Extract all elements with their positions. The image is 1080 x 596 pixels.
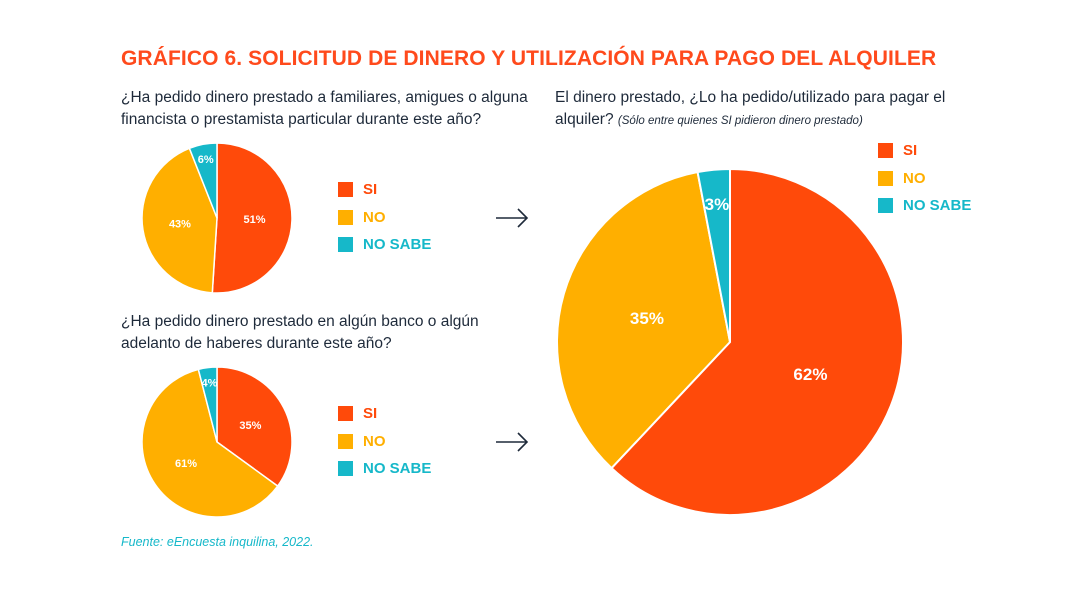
legend-label: NO SABE — [363, 460, 432, 478]
legend-2: SI NO NO SABE — [338, 400, 431, 483]
arrow-right-icon — [496, 208, 529, 228]
legend-swatch — [338, 433, 353, 449]
source-note: Fuente: eEncuesta inquilina, 2022. — [121, 535, 314, 549]
legend-label: NO — [903, 169, 926, 187]
legend-swatch — [338, 209, 353, 225]
pie-data-label: 3% — [705, 195, 730, 214]
legend-item-no-sabe: NO SABE — [338, 231, 431, 259]
legend-swatch — [338, 237, 353, 253]
legend-3: SI NO NO SABE — [878, 137, 971, 220]
legend-label: NO SABE — [363, 236, 432, 254]
legend-item-no: NO — [878, 165, 971, 193]
legend-label: NO — [363, 432, 386, 450]
chart-title: GRÁFICO 6. SOLICITUD DE DINERO Y UTILIZA… — [121, 47, 937, 70]
question-3-note: (Sólo entre quienes SI pidieron dinero p… — [617, 115, 863, 127]
pie-slice-no — [141, 147, 218, 294]
pie-chart-2: 35% 61% 4% — [141, 366, 293, 518]
legend-1: SI NO NO SABE — [338, 176, 431, 259]
legend-label: NO SABE — [903, 197, 972, 215]
pie-data-label: 61% — [175, 458, 197, 470]
legend-label: SI — [363, 405, 378, 423]
legend-swatch — [338, 461, 353, 477]
arrow-right-icon — [496, 432, 529, 452]
legend-swatch — [878, 170, 893, 186]
legend-item-si: SI — [338, 176, 431, 204]
legend-swatch — [878, 143, 893, 159]
pie-slice-no-sabe — [188, 142, 218, 219]
legend-item-no-sabe: NO SABE — [338, 455, 431, 483]
legend-label: NO — [363, 208, 386, 226]
pie-data-label: 6% — [198, 154, 214, 166]
pie-data-label: 51% — [243, 214, 265, 226]
pie-data-label: 43% — [169, 219, 191, 231]
legend-item-no: NO — [338, 428, 431, 456]
pie-data-label: 4% — [202, 377, 218, 389]
question-1: ¿Ha pedido dinero prestado a familiares,… — [121, 89, 528, 128]
pie-slice-no-sabe — [696, 168, 731, 343]
pie-slice-no — [556, 170, 732, 470]
pie-chart-3: 62% 35% 3% — [556, 168, 904, 516]
legend-item-si: SI — [338, 400, 431, 428]
pie-data-label: 35% — [630, 309, 664, 328]
pie-slice-no-sabe — [197, 366, 218, 443]
pie-slice-si — [610, 168, 904, 516]
legend-item-no: NO — [338, 204, 431, 232]
pie-slice-si — [216, 366, 293, 488]
legend-label: SI — [363, 181, 378, 199]
question-3-text: El dinero prestado, ¿Lo ha pedido/utiliz… — [555, 89, 946, 128]
legend-swatch — [338, 406, 353, 422]
pie-data-label: 62% — [793, 365, 827, 384]
pie-chart-1: 51% 43% 6% — [141, 142, 293, 294]
question-3: El dinero prestado, ¿Lo ha pedido/utiliz… — [555, 87, 975, 132]
pie-slice-si — [211, 142, 293, 294]
legend-swatch — [878, 198, 893, 214]
pie-slice-no — [141, 368, 279, 518]
legend-swatch — [338, 182, 353, 198]
legend-item-si: SI — [878, 137, 971, 165]
legend-label: SI — [903, 142, 918, 160]
pie-data-label: 35% — [239, 420, 261, 432]
legend-item-no-sabe: NO SABE — [878, 192, 971, 220]
question-2: ¿Ha pedido dinero prestado en algún banc… — [121, 313, 479, 352]
